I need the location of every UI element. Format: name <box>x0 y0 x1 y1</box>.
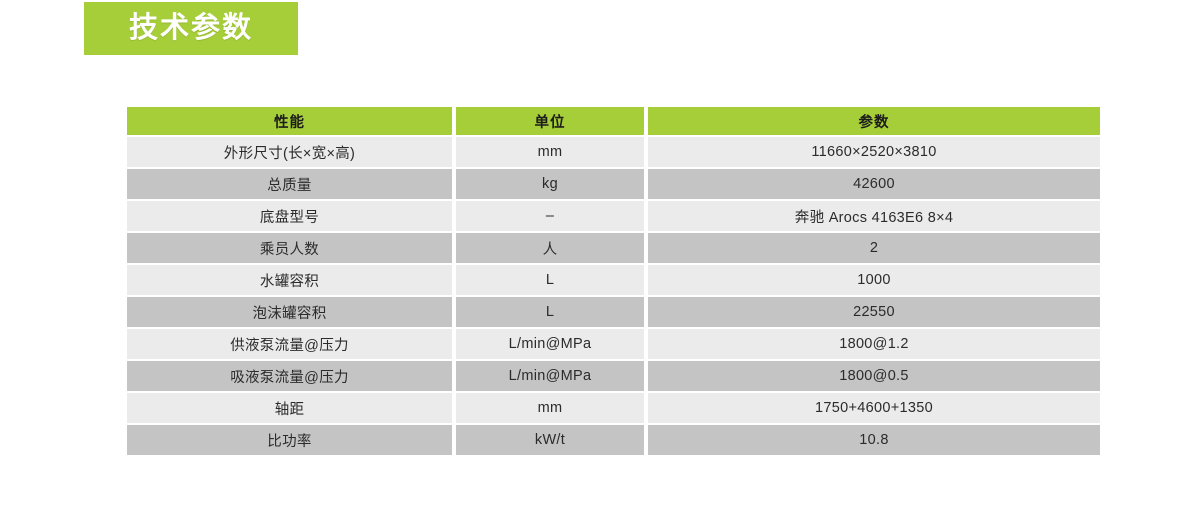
technical-specifications-table: 性能 单位 参数 外形尺寸(长×宽×高) mm 11660×2520×3810 … <box>127 107 1100 455</box>
cell-unit: L/min@MPa <box>456 361 648 393</box>
table-row: 供液泵流量@压力 L/min@MPa 1800@1.2 <box>127 329 1100 361</box>
table-row: 泡沫罐容积 L 22550 <box>127 297 1100 329</box>
cell-value: 1750+4600+1350 <box>648 393 1100 425</box>
cell-performance: 水罐容积 <box>127 265 456 297</box>
table-row: 比功率 kW/t 10.8 <box>127 425 1100 455</box>
cell-performance: 轴距 <box>127 393 456 425</box>
table-row: 水罐容积 L 1000 <box>127 265 1100 297</box>
cell-unit: – <box>456 201 648 233</box>
table-row: 底盘型号 – 奔驰 Arocs 4163E6 8×4 <box>127 201 1100 233</box>
column-header-unit: 单位 <box>456 107 648 137</box>
cell-unit: kW/t <box>456 425 648 455</box>
table-row: 总质量 kg 42600 <box>127 169 1100 201</box>
section-banner: 技术参数 <box>84 2 298 55</box>
cell-performance: 外形尺寸(长×宽×高) <box>127 137 456 169</box>
cell-unit: L <box>456 265 648 297</box>
cell-unit: kg <box>456 169 648 201</box>
cell-performance: 总质量 <box>127 169 456 201</box>
cell-value: 42600 <box>648 169 1100 201</box>
column-header-performance: 性能 <box>127 107 456 137</box>
column-header-parameter: 参数 <box>648 107 1100 137</box>
cell-value: 1800@1.2 <box>648 329 1100 361</box>
cell-value: 1800@0.5 <box>648 361 1100 393</box>
cell-performance: 供液泵流量@压力 <box>127 329 456 361</box>
cell-value: 1000 <box>648 265 1100 297</box>
cell-performance: 吸液泵流量@压力 <box>127 361 456 393</box>
cell-unit: mm <box>456 393 648 425</box>
cell-unit: mm <box>456 137 648 169</box>
cell-value: 10.8 <box>648 425 1100 455</box>
cell-performance: 泡沫罐容积 <box>127 297 456 329</box>
table-header: 性能 单位 参数 <box>127 107 1100 137</box>
cell-value: 11660×2520×3810 <box>648 137 1100 169</box>
table-header-row: 性能 单位 参数 <box>127 107 1100 137</box>
section-title: 技术参数 <box>128 12 253 44</box>
cell-unit: L/min@MPa <box>456 329 648 361</box>
table-row: 乘员人数 人 2 <box>127 233 1100 265</box>
cell-performance: 底盘型号 <box>127 201 456 233</box>
cell-value: 22550 <box>648 297 1100 329</box>
cell-performance: 比功率 <box>127 425 456 455</box>
cell-value: 2 <box>648 233 1100 265</box>
cell-value: 奔驰 Arocs 4163E6 8×4 <box>648 201 1100 233</box>
table-row: 吸液泵流量@压力 L/min@MPa 1800@0.5 <box>127 361 1100 393</box>
table-body: 外形尺寸(长×宽×高) mm 11660×2520×3810 总质量 kg 42… <box>127 137 1100 455</box>
cell-unit: 人 <box>456 233 648 265</box>
cell-performance: 乘员人数 <box>127 233 456 265</box>
table-row: 轴距 mm 1750+4600+1350 <box>127 393 1100 425</box>
cell-unit: L <box>456 297 648 329</box>
table-row: 外形尺寸(长×宽×高) mm 11660×2520×3810 <box>127 137 1100 169</box>
